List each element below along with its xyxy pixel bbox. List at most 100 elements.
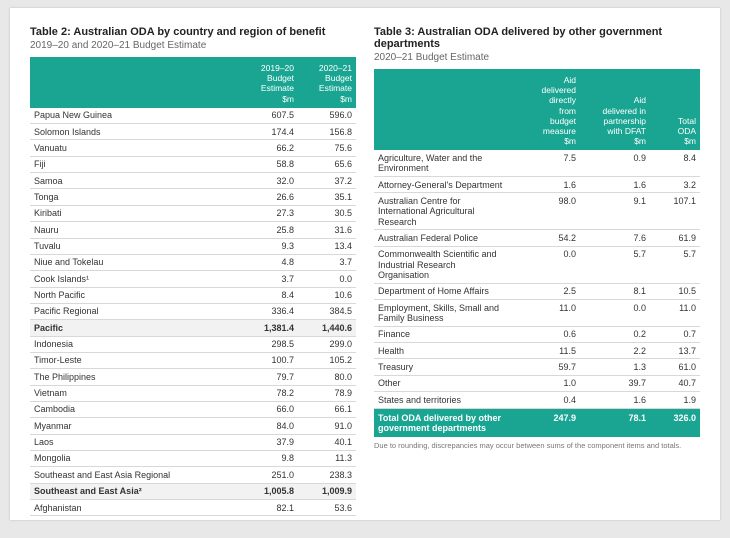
table-3-total-v1: 247.9 — [506, 413, 576, 434]
table-row: States and territories0.41.61.9 — [374, 392, 700, 408]
row-v1: 0.0 — [506, 249, 576, 280]
table-3-subtitle: 2020–21 Budget Estimate — [374, 52, 700, 63]
row-label: Solomon Islands — [34, 127, 236, 137]
row-label: Health — [378, 346, 506, 356]
table-row: Laos37.940.1 — [30, 435, 356, 451]
table-row: Indonesia298.5299.0 — [30, 337, 356, 353]
row-v1: 78.2 — [236, 388, 294, 398]
row-v1: 79.7 — [236, 372, 294, 382]
table-3-title: Table 3: Australian ODA delivered by oth… — [374, 26, 700, 50]
row-v2: 80.0 — [294, 372, 352, 382]
row-v2: 0.2 — [576, 329, 646, 339]
row-v2: 91.0 — [294, 421, 352, 431]
row-v2: 299.0 — [294, 339, 352, 349]
row-v3: 13.7 — [646, 346, 696, 356]
table-row: Pacific1,381.41,440.6 — [30, 320, 356, 336]
row-v2: 30.5 — [294, 208, 352, 218]
table-2-title: Table 2: Australian ODA by country and r… — [30, 26, 356, 38]
row-v2: 5.7 — [576, 249, 646, 280]
row-v1: 100.7 — [236, 355, 294, 365]
row-v2: 11.3 — [294, 453, 352, 463]
table-2-subtitle: 2019–20 and 2020–21 Budget Estimate — [30, 40, 356, 51]
table-3-total-row: Total ODA delivered by other government … — [374, 409, 700, 438]
table-row: Australian Federal Police54.27.661.9 — [374, 230, 700, 246]
table-row: Cambodia66.066.1 — [30, 402, 356, 418]
row-v2: 13.4 — [294, 241, 352, 251]
row-v1: 7.5 — [506, 153, 576, 174]
row-v2: 1.6 — [576, 395, 646, 405]
row-v1: 9.8 — [236, 453, 294, 463]
row-label: Laos — [34, 437, 236, 447]
row-v2: 75.6 — [294, 143, 352, 153]
row-v2: 3.7 — [294, 257, 352, 267]
table-row: Afghanistan82.153.6 — [30, 500, 356, 516]
row-v1: 58.8 — [236, 159, 294, 169]
table-3-total-label: Total ODA delivered by other government … — [378, 413, 506, 434]
row-v2: 384.5 — [294, 306, 352, 316]
row-label: Myanmar — [34, 421, 236, 431]
table-3-body: Agriculture, Water and the Environment7.… — [374, 150, 700, 408]
row-v1: 54.2 — [506, 233, 576, 243]
row-v2: 53.6 — [294, 503, 352, 513]
row-v1: 0.6 — [506, 329, 576, 339]
row-v2: 7.6 — [576, 233, 646, 243]
row-v2: 37.2 — [294, 176, 352, 186]
row-v1: 66.0 — [236, 404, 294, 414]
row-v1: 11.0 — [506, 303, 576, 324]
row-label: Finance — [378, 329, 506, 339]
row-label: Timor-Leste — [34, 355, 236, 365]
row-v2: 1,009.9 — [294, 486, 352, 496]
row-label: Southeast and East Asia Regional — [34, 470, 236, 480]
table-3-total-v3: 326.0 — [646, 413, 696, 434]
row-v1: 59.7 — [506, 362, 576, 372]
row-label: Afghanistan — [34, 503, 236, 513]
row-label: Cook Islands¹ — [34, 274, 236, 284]
row-v3: 40.7 — [646, 378, 696, 388]
row-v1: 27.3 — [236, 208, 294, 218]
row-v2: 238.3 — [294, 470, 352, 480]
row-v2: 105.2 — [294, 355, 352, 365]
row-v2: 65.6 — [294, 159, 352, 169]
table-row: Southeast and East Asia Regional251.0238… — [30, 467, 356, 483]
row-v1: 336.4 — [236, 306, 294, 316]
table-row: Niue and Tokelau4.83.7 — [30, 255, 356, 271]
row-label: Australian Centre for International Agri… — [378, 196, 506, 227]
table-row: Mongolia9.811.3 — [30, 451, 356, 467]
row-v3: 10.5 — [646, 286, 696, 296]
row-v2: 2.2 — [576, 346, 646, 356]
row-label: Commonwealth Scientific and Industrial R… — [378, 249, 506, 280]
table-3-total-v2: 78.1 — [576, 413, 646, 434]
row-label: Pacific — [34, 323, 236, 333]
row-v1: 84.0 — [236, 421, 294, 431]
table-2-hdr-col2: 2020–21 Budget Estimate $m — [294, 63, 352, 104]
row-v1: 1,005.8 — [236, 486, 294, 496]
row-v2: 39.7 — [576, 378, 646, 388]
table-row: Nauru25.831.6 — [30, 222, 356, 238]
table-3-hdr-col3: Total ODA $m — [646, 116, 696, 147]
row-v1: 98.0 — [506, 196, 576, 227]
row-v2: 10.6 — [294, 290, 352, 300]
table-row: Timor-Leste100.7105.2 — [30, 353, 356, 369]
row-label: Fiji — [34, 159, 236, 169]
row-v3: 3.2 — [646, 180, 696, 190]
row-v3: 5.7 — [646, 249, 696, 280]
row-v1: 25.8 — [236, 225, 294, 235]
row-v1: 3.7 — [236, 274, 294, 284]
table-row: Vietnam78.278.9 — [30, 386, 356, 402]
table-2-body: Papua New Guinea607.5596.0Solomon Island… — [30, 108, 356, 517]
row-label: Papua New Guinea — [34, 110, 236, 120]
row-v2: 35.1 — [294, 192, 352, 202]
row-v2: 40.1 — [294, 437, 352, 447]
row-label: Vanuatu — [34, 143, 236, 153]
table-row: Employment, Skills, Small and Family Bus… — [374, 300, 700, 327]
table-3: Table 3: Australian ODA delivered by oth… — [374, 26, 700, 508]
row-v1: 1,381.4 — [236, 323, 294, 333]
row-v2: 78.9 — [294, 388, 352, 398]
row-label: Employment, Skills, Small and Family Bus… — [378, 303, 506, 324]
table-row: Finance0.60.20.7 — [374, 327, 700, 343]
row-v1: 37.9 — [236, 437, 294, 447]
table-row: Agriculture, Water and the Environment7.… — [374, 150, 700, 177]
row-v2: 596.0 — [294, 110, 352, 120]
row-v1: 2.5 — [506, 286, 576, 296]
row-label: North Pacific — [34, 290, 236, 300]
